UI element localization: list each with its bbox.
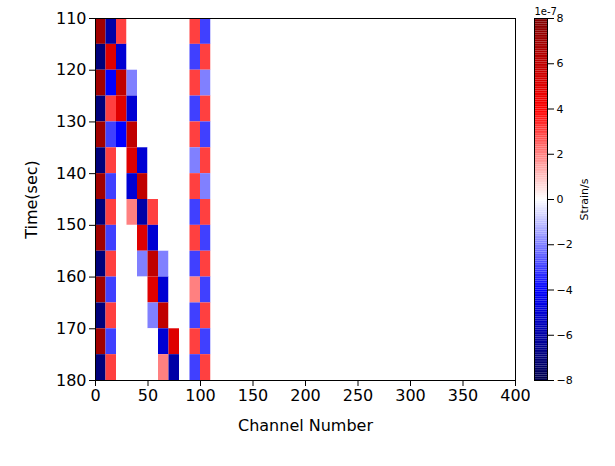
- svg-text:150: 150: [56, 215, 87, 234]
- svg-text:110: 110: [56, 9, 87, 28]
- svg-text:170: 170: [56, 319, 87, 338]
- svg-text:100: 100: [185, 386, 216, 405]
- svg-text:400: 400: [500, 386, 530, 405]
- svg-text:150: 150: [238, 386, 269, 405]
- svg-text:Time(sec): Time(sec): [22, 160, 41, 240]
- svg-text:−6: −6: [557, 329, 573, 342]
- svg-text:−2: −2: [557, 238, 573, 251]
- svg-text:0: 0: [90, 386, 100, 405]
- svg-text:4: 4: [557, 103, 564, 116]
- svg-text:180: 180: [56, 371, 87, 390]
- svg-text:0: 0: [557, 193, 564, 206]
- svg-text:50: 50: [138, 386, 158, 405]
- svg-text:140: 140: [56, 164, 87, 183]
- svg-text:130: 130: [56, 112, 87, 131]
- svg-text:300: 300: [395, 386, 426, 405]
- svg-text:8: 8: [557, 12, 564, 25]
- svg-text:1e-7: 1e-7: [535, 6, 558, 17]
- svg-text:120: 120: [56, 60, 87, 79]
- svg-text:−8: −8: [557, 374, 573, 387]
- svg-text:Strain/s: Strain/s: [578, 178, 591, 220]
- svg-text:Channel Number: Channel Number: [238, 416, 373, 435]
- svg-text:6: 6: [557, 57, 564, 70]
- svg-text:2: 2: [557, 148, 564, 161]
- svg-text:350: 350: [448, 386, 479, 405]
- svg-text:250: 250: [343, 386, 374, 405]
- svg-text:160: 160: [56, 267, 87, 286]
- svg-text:−4: −4: [557, 284, 573, 297]
- svg-text:200: 200: [290, 386, 321, 405]
